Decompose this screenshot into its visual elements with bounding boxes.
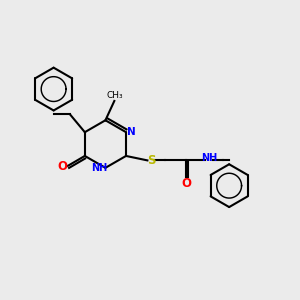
- Text: O: O: [181, 177, 191, 190]
- Text: CH₃: CH₃: [106, 91, 123, 100]
- Text: S: S: [147, 154, 155, 167]
- Text: NH: NH: [91, 164, 107, 173]
- Text: N: N: [127, 127, 136, 136]
- Text: O: O: [58, 160, 68, 173]
- Text: NH: NH: [201, 153, 217, 163]
